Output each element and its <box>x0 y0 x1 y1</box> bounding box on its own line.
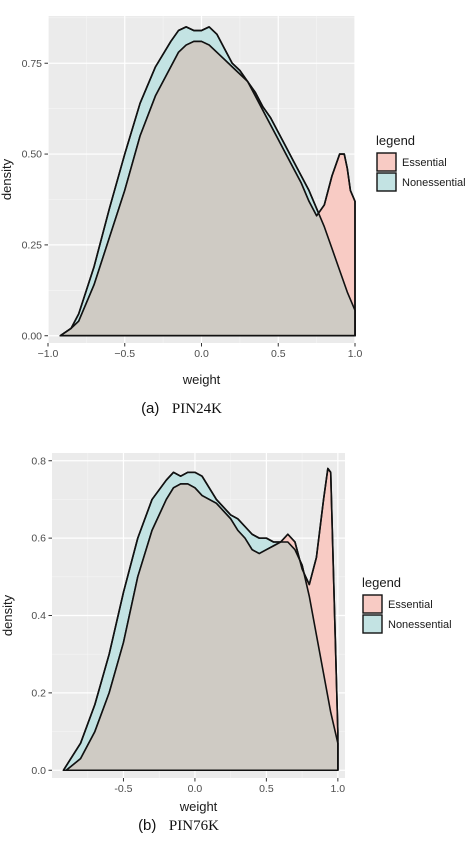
chart-a-x-tick-label: −1.0 <box>38 348 59 360</box>
chart-a-y-axis-title: density <box>0 158 14 200</box>
chart-b-y-tick-label: 0.0 <box>31 765 46 777</box>
chart-a-caption-name: PIN24K <box>172 401 222 417</box>
chart-a-y-tick-label: 0.50 <box>22 149 43 161</box>
chart-a-x-tick-label: −0.5 <box>114 348 135 360</box>
chart-b-y-tick-label: 0.4 <box>31 610 46 622</box>
chart-b-legend-label-essential: Essential <box>388 599 433 611</box>
chart-b-legend-label-nonessential: Nonessential <box>388 619 452 631</box>
chart-b-caption: (b) PIN76K <box>138 817 219 834</box>
chart-b-x-tick-label: 1.0 <box>331 783 346 795</box>
chart-a-legend-title: legend <box>376 133 415 148</box>
chart-b-caption-prefix: (b) <box>138 817 169 834</box>
chart-b-outline-essential <box>65 467 339 772</box>
chart-a-outline-essential <box>59 40 356 337</box>
chart-b-outline-nonessential <box>62 471 339 772</box>
chart-b-x-tick-label: -0.5 <box>114 783 132 795</box>
chart-a-caption-prefix: (a) <box>141 400 172 417</box>
chart-b-y-tick-label: 0.8 <box>31 455 46 467</box>
chart-a-legend-key-nonessential <box>376 172 397 192</box>
chart-a-x-tick-label: 0.5 <box>271 348 286 360</box>
chart-a-outline-nonessential <box>59 26 356 337</box>
chart-b-pin76k: -0.5 0.0 0.5 1.0 0.0 0.2 0.4 0.6 0.8 weight densit… <box>0 453 452 834</box>
chart-b-legend-title: legend <box>362 575 401 590</box>
chart-a-y-tick-label: 0.75 <box>22 58 43 70</box>
chart-a-legend-key-essential <box>376 152 397 172</box>
chart-a-x-tick-label: 0.0 <box>194 348 209 360</box>
chart-a-legend-label-essential: Essential <box>402 157 447 169</box>
chart-a-x-axis-title: weight <box>182 372 221 387</box>
chart-b-legend-key-nonessential <box>362 614 383 634</box>
chart-b-caption-name: PIN76K <box>169 818 219 834</box>
chart-b-overlap <box>66 472 338 771</box>
chart-b-x-axis-title: weight <box>179 799 218 814</box>
chart-b-legend-key-essential <box>362 594 383 614</box>
chart-a-x-tick-label: 1.0 <box>348 348 363 360</box>
chart-b-y-axis-title: density <box>0 594 15 636</box>
chart-b-x-tick-label: 0.0 <box>188 783 203 795</box>
chart-b-y-tick-label: 0.6 <box>31 533 46 545</box>
chart-a-pin24k: −1.0 −0.5 0.0 0.5 1.0 0.00 0.25 0.50 0.75 weight d… <box>0 16 466 417</box>
chart-a-caption: (a) PIN24K <box>141 400 222 417</box>
chart-b-y-tick-label: 0.2 <box>31 687 46 699</box>
chart-a-overlap <box>60 41 355 336</box>
chart-b-x-tick-label: 0.5 <box>259 783 274 795</box>
chart-a-legend-label-nonessential: Nonessential <box>402 177 466 189</box>
chart-a-y-tick-label: 0.25 <box>22 240 43 252</box>
chart-a-y-tick-label: 0.00 <box>22 330 43 342</box>
